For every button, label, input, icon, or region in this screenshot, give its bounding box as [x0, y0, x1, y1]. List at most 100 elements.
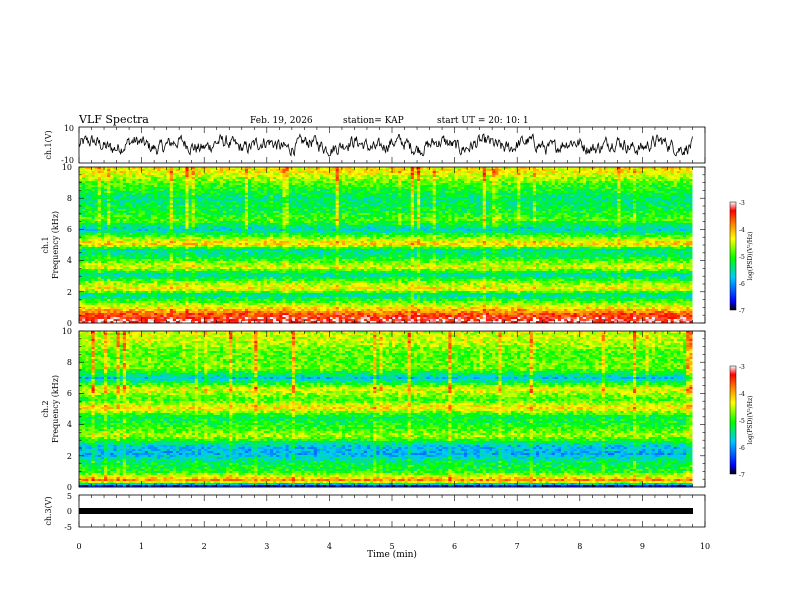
- spectrogram-cell: [316, 187, 321, 190]
- spectrogram-cell: [438, 183, 443, 186]
- spectrogram-cell: [620, 181, 625, 184]
- spectrogram-cell: [116, 173, 121, 176]
- spectrogram-cell: [442, 187, 446, 190]
- spectrogram-cell: [147, 195, 152, 198]
- spectrogram-cell: [216, 179, 221, 182]
- spectrogram-cell: [658, 167, 662, 170]
- spectrogram-cell: [135, 167, 139, 170]
- spectrogram-cell: [216, 177, 221, 180]
- spectrogram-cell: [301, 177, 305, 180]
- spectrogram-cell: [448, 179, 452, 182]
- spectrogram-cell: [507, 171, 512, 174]
- spectrogram-cell: [507, 191, 512, 194]
- spectrogram-cell: [526, 169, 531, 172]
- spectrogram-cell: [179, 167, 183, 170]
- spectrogram-cell: [94, 195, 99, 198]
- spectrogram-cell: [166, 171, 171, 174]
- spectrogram-cell: [194, 167, 199, 170]
- spectrogram-cell: [248, 167, 252, 170]
- spectrogram-cell: [263, 169, 268, 172]
- spectrogram-cell: [122, 181, 127, 184]
- spectrogram-cell: [679, 185, 684, 188]
- spectrogram-cell: [122, 177, 127, 180]
- spectrogram-cell: [582, 191, 587, 194]
- spectrogram-cell: [313, 191, 318, 194]
- spectrogram-cell: [197, 177, 202, 180]
- spectrogram-cell: [373, 173, 377, 176]
- spectrogram-cell: [401, 169, 405, 172]
- spectrogram-cell: [398, 173, 402, 176]
- spectrogram-cell: [557, 189, 562, 192]
- spectrogram-cell: [119, 167, 124, 170]
- spectrogram-cell: [213, 179, 218, 182]
- spectrogram-cell: [507, 185, 512, 188]
- spectrogram-cell: [498, 177, 502, 180]
- spectrogram-cell: [282, 175, 286, 178]
- spectrogram-cell: [94, 169, 99, 172]
- spectrogram-cell: [88, 187, 92, 190]
- spectrogram-cell: [551, 175, 556, 178]
- spectrogram-cell: [410, 175, 415, 178]
- spectrogram-cell: [545, 189, 549, 192]
- spectrogram-cell: [654, 189, 659, 192]
- spectrogram-cell: [160, 183, 164, 186]
- spectrogram-cell: [542, 181, 546, 184]
- spectrogram-cell: [345, 187, 349, 190]
- spectrogram-cell: [316, 179, 321, 182]
- spectrogram-cell: [398, 171, 402, 174]
- spectrogram-cell: [294, 181, 299, 184]
- spectrogram-cell: [398, 167, 402, 170]
- spectrogram-cell: [269, 185, 274, 188]
- spectrogram-cell: [535, 169, 540, 172]
- spectrogram-cell: [670, 177, 675, 180]
- spectrogram-cell: [467, 167, 471, 170]
- spectrogram-cell: [420, 179, 424, 182]
- spectrogram-cell: [363, 185, 368, 188]
- spectrogram-cell: [201, 175, 205, 178]
- spectrogram-cell: [620, 183, 625, 186]
- spectrogram-cell: [664, 173, 668, 176]
- spectrogram-cell: [429, 191, 434, 194]
- spectrogram-cell: [388, 193, 393, 196]
- spectrogram-cell: [404, 175, 409, 178]
- spectrogram-cell: [157, 173, 161, 176]
- spectrogram-cell: [539, 179, 543, 182]
- spectrogram-cell: [604, 171, 609, 174]
- spectrogram-cell: [244, 171, 249, 174]
- spectrogram-cell: [667, 173, 671, 176]
- spectrogram-cell: [407, 175, 412, 178]
- spectrogram-cell: [683, 169, 687, 172]
- spectrogram-cell: [291, 177, 296, 180]
- spectrogram-cell: [366, 173, 371, 176]
- spectrogram-cell: [561, 189, 565, 192]
- spectrogram-cell: [357, 167, 362, 170]
- spectrogram-cell: [385, 183, 390, 186]
- spectrogram-cell: [607, 187, 612, 190]
- spectrogram-cell: [238, 183, 243, 186]
- spectrogram-cell: [113, 173, 117, 176]
- spectrogram-cell: [689, 175, 693, 178]
- spectrogram-cell: [354, 191, 358, 194]
- spectrogram-cell: [432, 177, 437, 180]
- spectrogram-cell: [645, 171, 650, 174]
- spectrogram-cell: [97, 169, 102, 172]
- spectrogram-cell: [235, 191, 240, 194]
- spectrogram-cell: [658, 193, 662, 196]
- spectrogram-cell: [639, 185, 643, 188]
- spectrogram-cell: [363, 191, 368, 194]
- spectrogram-cell: [348, 179, 352, 182]
- spectrogram-cell: [654, 167, 659, 170]
- spectrogram-cell: [229, 183, 233, 186]
- spectrogram-cell: [482, 173, 487, 176]
- spectrogram-cell: [451, 187, 455, 190]
- spectrogram-cell: [467, 187, 471, 190]
- spectrogram-cell: [482, 181, 487, 184]
- spectrogram-cell: [395, 191, 399, 194]
- spectrogram-cell: [667, 171, 671, 174]
- spectrogram-cell: [557, 167, 562, 170]
- spectrogram-cell: [520, 177, 524, 180]
- spectrogram-cell: [251, 177, 255, 180]
- spectrogram-cell: [366, 185, 371, 188]
- spectrogram-cell: [94, 189, 99, 192]
- spectrogram-cell: [279, 167, 283, 170]
